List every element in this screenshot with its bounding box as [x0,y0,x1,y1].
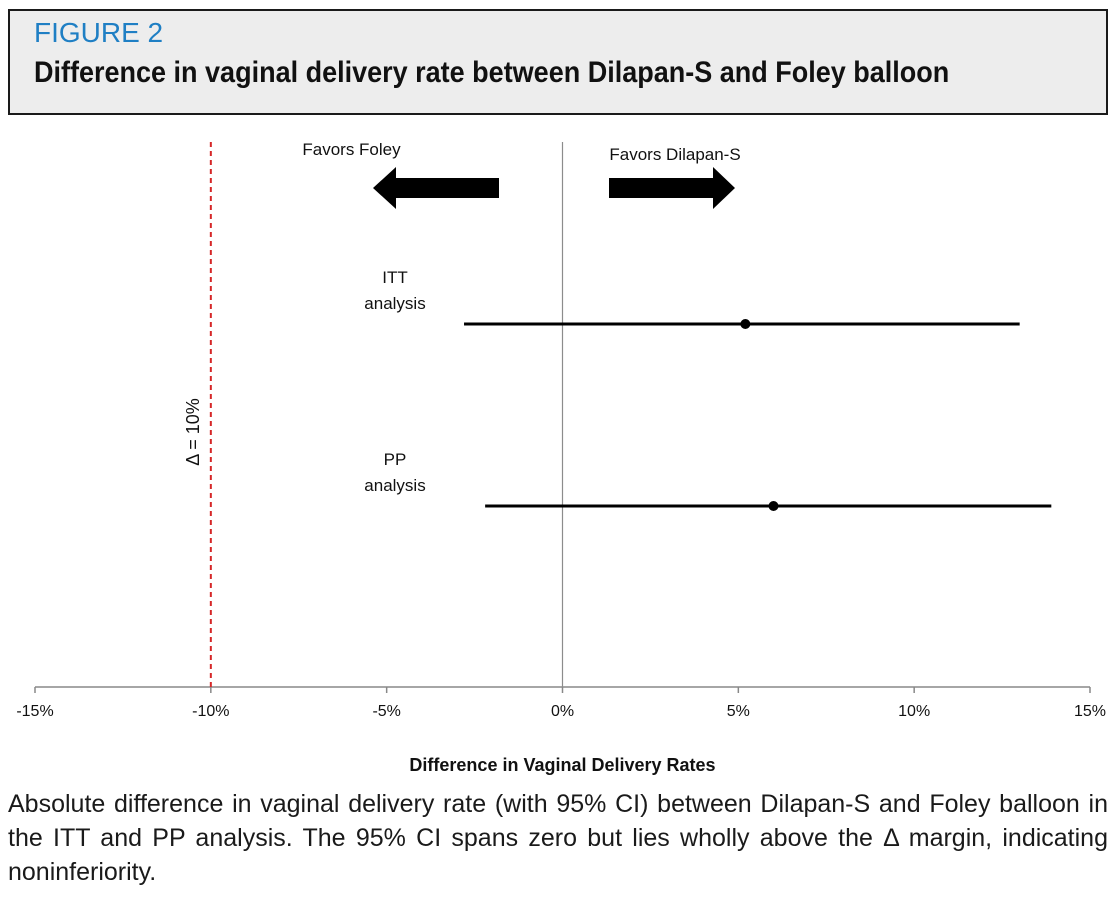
favors-left-label: Favors Foley [302,140,401,159]
figure-header [8,9,1108,115]
forest-plot: -15% -10% -5% 0% 5% 10% 15% Difference in Vagin… [16,140,1106,775]
favors-right-label: Favors Dilapan-S [609,145,740,164]
row-label-line2: analysis [364,476,425,495]
point-estimate [740,319,751,329]
row-label-line1: PP [384,450,407,469]
x-tick-label: -5% [372,703,400,720]
arrow-right-icon [609,167,735,209]
x-tick-label: 0% [551,703,574,720]
row-label-line1: ITT [382,268,408,287]
x-tick-label: -10% [192,703,229,720]
figure-title: Difference in vaginal delivery rate betw… [34,56,950,89]
point-estimate [768,501,779,511]
margin-label: Δ = 10% [183,398,203,466]
arrow-left-icon [373,167,499,209]
x-axis-title: Difference in Vaginal Delivery Rates [409,755,715,775]
figure-label: FIGURE 2 [34,17,164,48]
x-tick-label: 10% [898,703,930,720]
figure-caption: Absolute difference in vaginal delivery … [8,790,1108,886]
x-tick-label: 15% [1074,703,1106,720]
x-tick-label: 5% [727,703,750,720]
x-tick-label: -15% [16,703,53,720]
row-label-line2: analysis [364,294,425,313]
